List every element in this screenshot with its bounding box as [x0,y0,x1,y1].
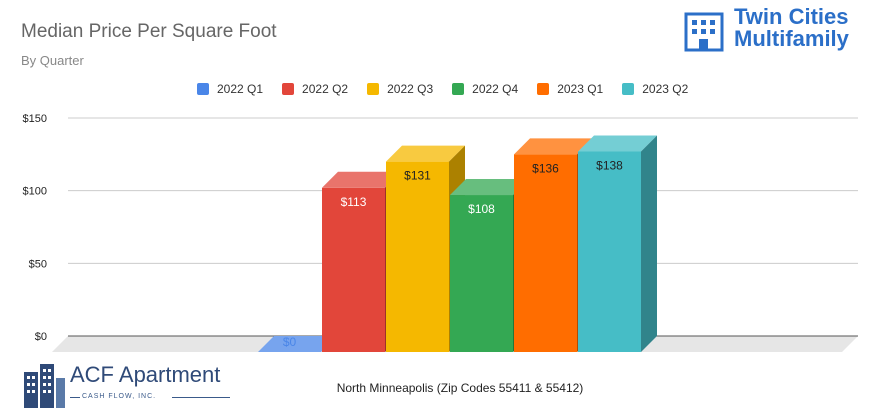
y-tick-label: $50 [29,258,47,270]
legend-item: 2022 Q2 [282,80,348,98]
legend-swatch [282,83,295,95]
chart-title: Median Price Per Square Foot [21,21,277,42]
acf-line-left [70,397,80,398]
bar-front [322,187,385,352]
bar-side [641,135,657,352]
legend-item: 2022 Q4 [452,80,518,98]
brand-name: Twin Cities Multifamily [734,6,849,50]
chart-subtitle: By Quarter [21,53,84,68]
bar-top [450,179,529,196]
legend-item: 2023 Q2 [622,80,688,98]
bar-front [450,195,513,352]
legend-item: 2022 Q1 [197,80,263,98]
acf-line-right [172,397,230,398]
brand-line-2: Multifamily [734,26,849,51]
bar-top [578,135,657,152]
data-label: $0 [283,335,297,349]
legend-swatch [367,83,380,95]
bar-front [578,151,641,352]
data-label: $113 [341,195,367,209]
bar-front [386,161,449,352]
legend-item: 2022 Q3 [367,80,433,98]
legend-swatch [452,83,465,95]
y-tick-label: $100 [23,186,47,198]
data-label: $138 [596,158,623,172]
x-category-label: North Minneapolis (Zip Codes 55411 & 554… [336,381,584,395]
acf-name: ACF Apartment [70,362,221,387]
legend-swatch [197,83,209,95]
y-tick-label: $150 [23,113,47,125]
bar-front [514,154,577,352]
y-tick-label: $0 [35,331,47,343]
legend-swatch [622,83,635,95]
acf-tagline: CASH FLOW, INC. [82,393,157,400]
chart-legend: 2022 Q1 2022 Q2 2022 Q3 2022 Q4 2023 Q1 2023 … [197,80,707,98]
building-icon [684,12,724,52]
bar-top [322,171,401,188]
bar-top [258,336,337,352]
apartment-building-icon [24,364,65,408]
legend-label: 2023 Q1 [557,82,604,96]
brand-line-1: Twin Cities [734,4,849,29]
legend-label: 2022 Q3 [387,82,434,96]
legend-label: 2022 Q2 [302,82,349,96]
legend-swatch [537,83,550,95]
acf-apartment-logo: ACF Apartment CASH FLOW, INC. [22,362,237,410]
legend-label: 2022 Q1 [217,82,264,96]
bar-top [386,145,465,162]
data-label: $131 [404,169,431,183]
legend-label: 2022 Q4 [472,82,519,96]
legend-label: 2023 Q2 [642,82,689,96]
legend-item: 2023 Q1 [537,80,603,98]
data-label: $108 [468,202,495,216]
bar-top [514,138,593,155]
twin-cities-multifamily-logo: Twin Cities Multifamily [682,6,872,54]
data-label: $136 [532,161,559,175]
